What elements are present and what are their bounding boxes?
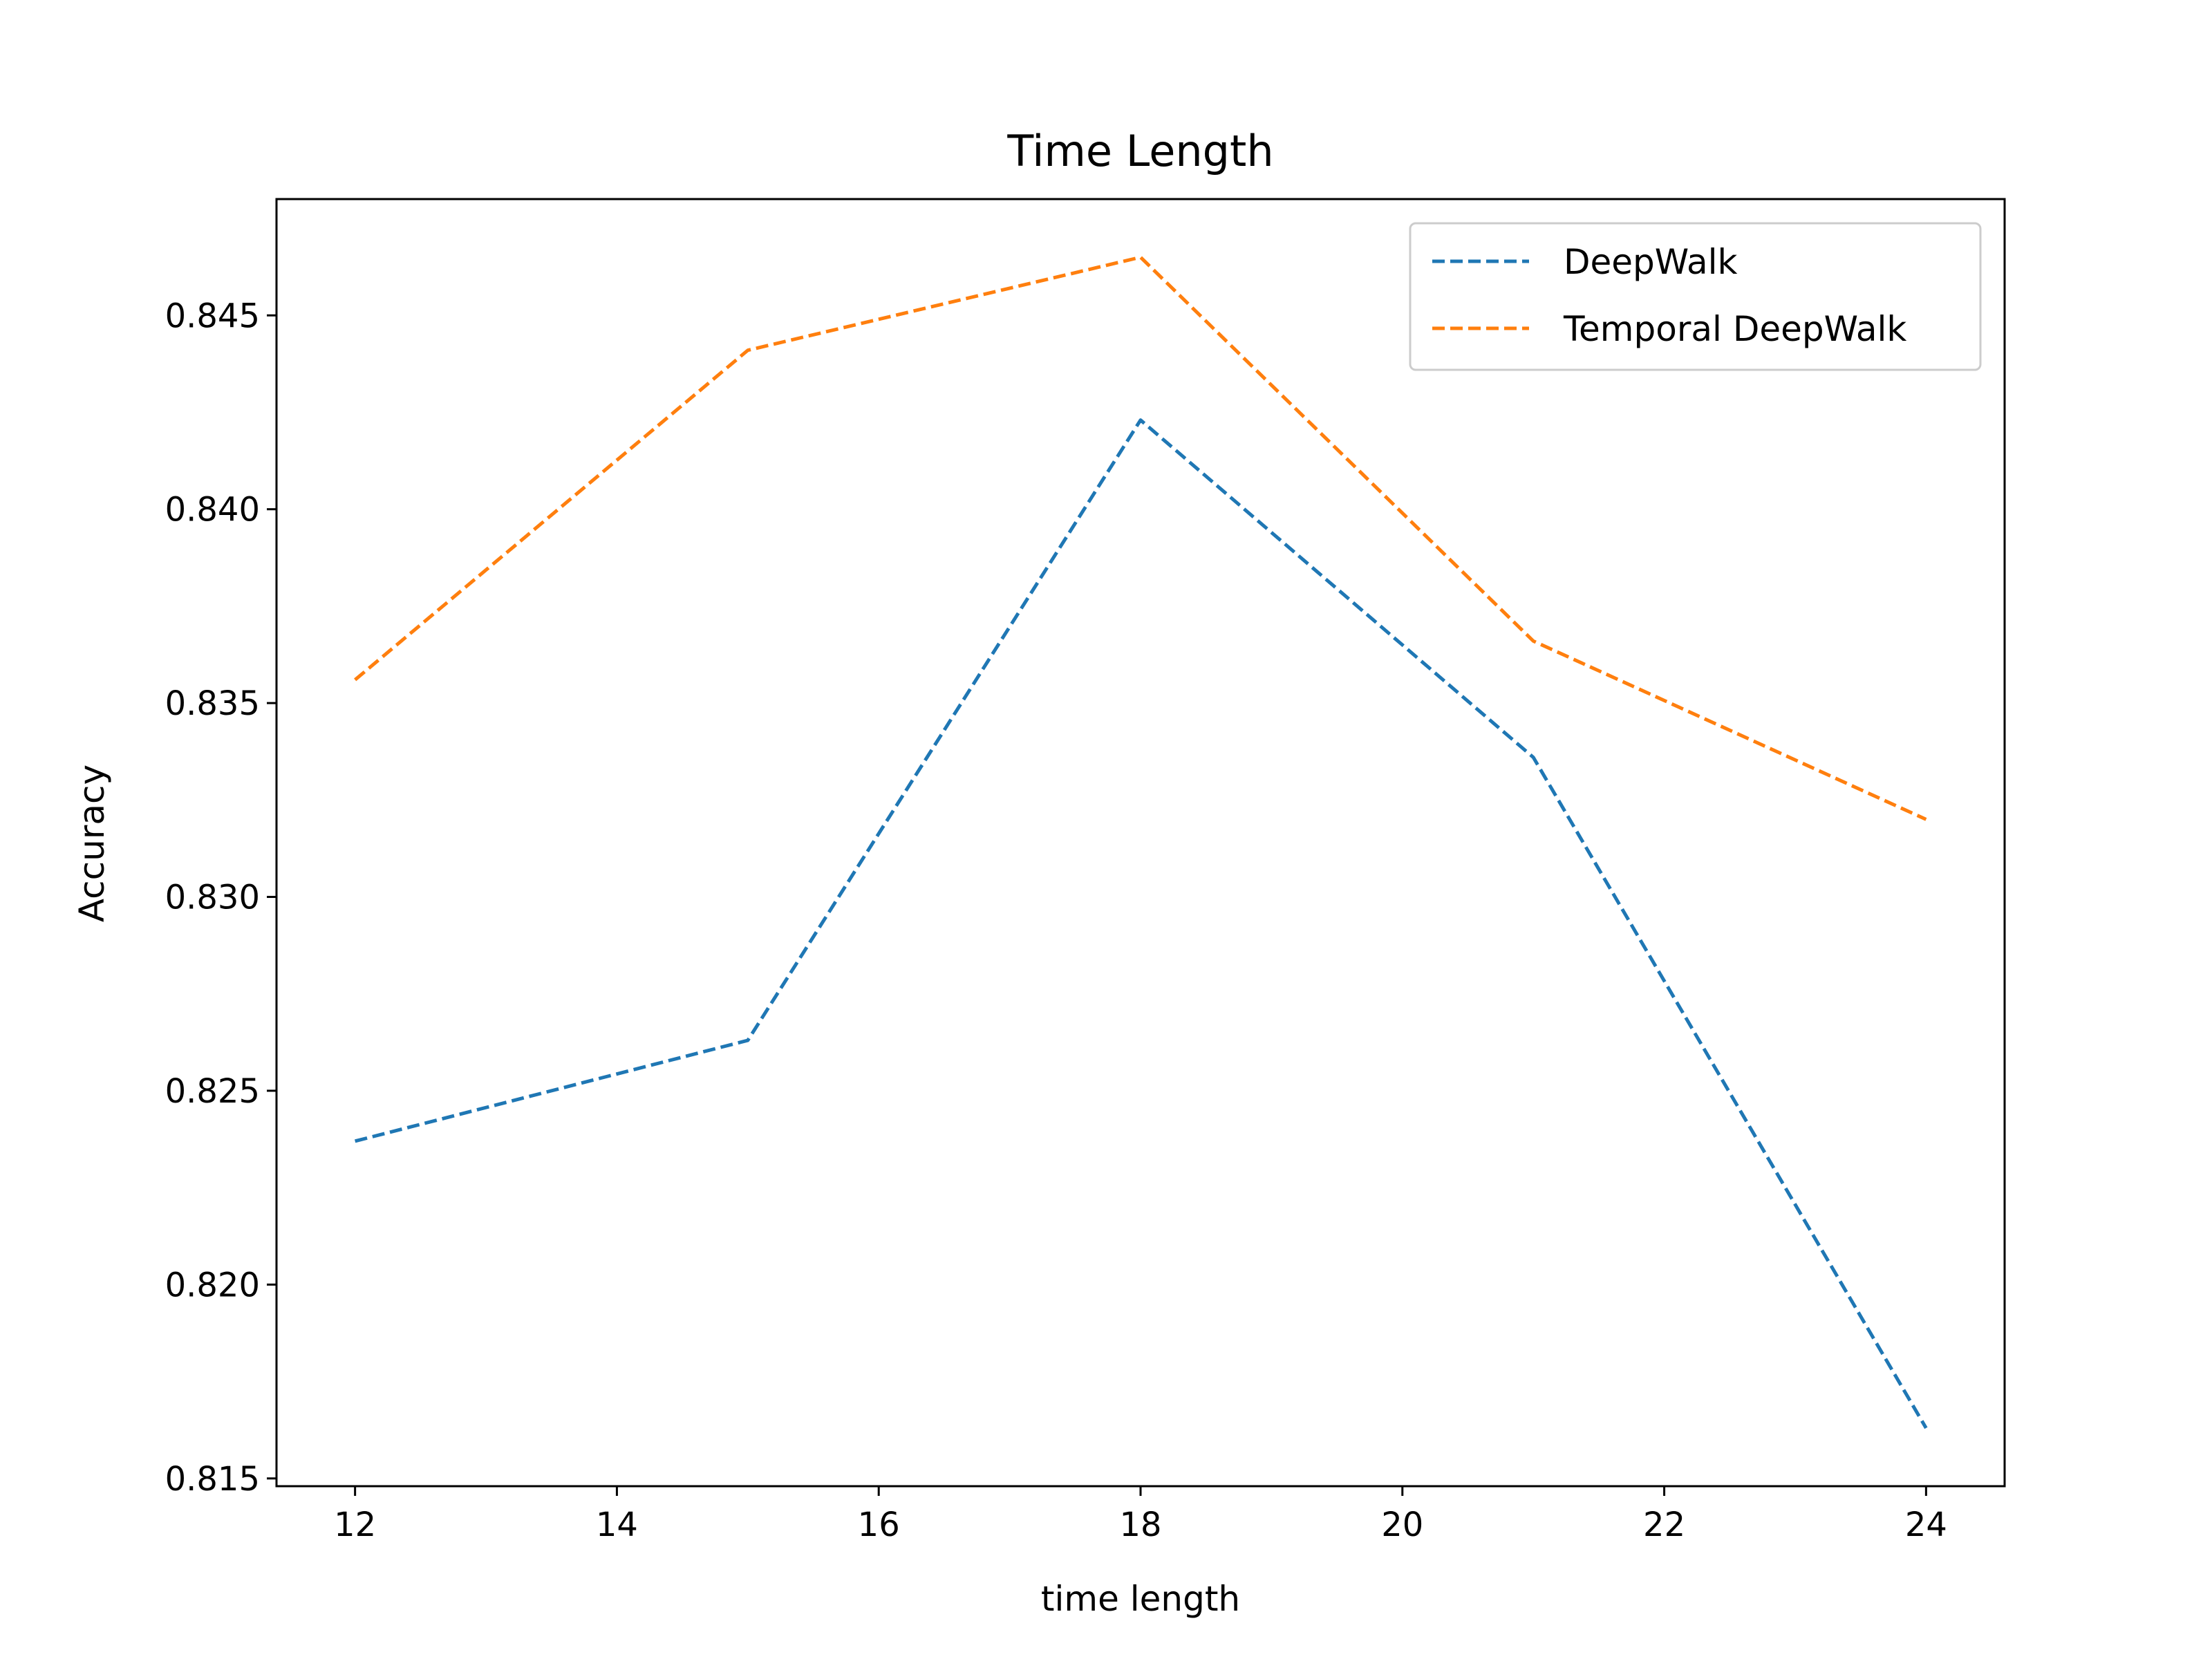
x-axis-title: time length: [1041, 1579, 1240, 1619]
y-tick-label: 0.825: [165, 1072, 260, 1111]
legend-box: [1409, 222, 1982, 371]
y-axis-title: Accuracy: [72, 765, 112, 922]
x-tick-label: 24: [1905, 1506, 1947, 1544]
plot-frame: [275, 198, 2006, 1488]
y-tick-label: 0.835: [165, 684, 260, 723]
y-tick-label: 0.845: [165, 297, 260, 335]
series-line-temporal-deepwalk: [354, 255, 1927, 821]
legend: DeepWalk Temporal DeepWalk: [1409, 222, 1982, 371]
axes: 12 14 16 18 20 22 24 0.815 0.820 0.825 0.830 0.835 0…: [165, 297, 1947, 1544]
x-tick-label: 20: [1381, 1506, 1423, 1544]
x-tick-label: 18: [1119, 1506, 1161, 1544]
y-tick-label: 0.815: [165, 1460, 260, 1499]
chart-title: Time Length: [1006, 126, 1273, 176]
x-tick-label: 22: [1643, 1506, 1685, 1544]
x-tick-label: 16: [858, 1506, 900, 1544]
y-tick-label: 0.830: [165, 879, 260, 917]
x-tick-label: 14: [596, 1506, 638, 1544]
legend-items: DeepWalk Temporal DeepWalk: [1432, 242, 1906, 349]
series-layer: [354, 255, 1928, 1430]
legend-label: Temporal DeepWalk: [1563, 309, 1906, 349]
y-tick-label: 0.840: [165, 491, 260, 529]
legend-label: DeepWalk: [1564, 242, 1738, 282]
y-tick-label: 0.820: [165, 1266, 260, 1304]
x-tick-label: 12: [334, 1506, 376, 1544]
